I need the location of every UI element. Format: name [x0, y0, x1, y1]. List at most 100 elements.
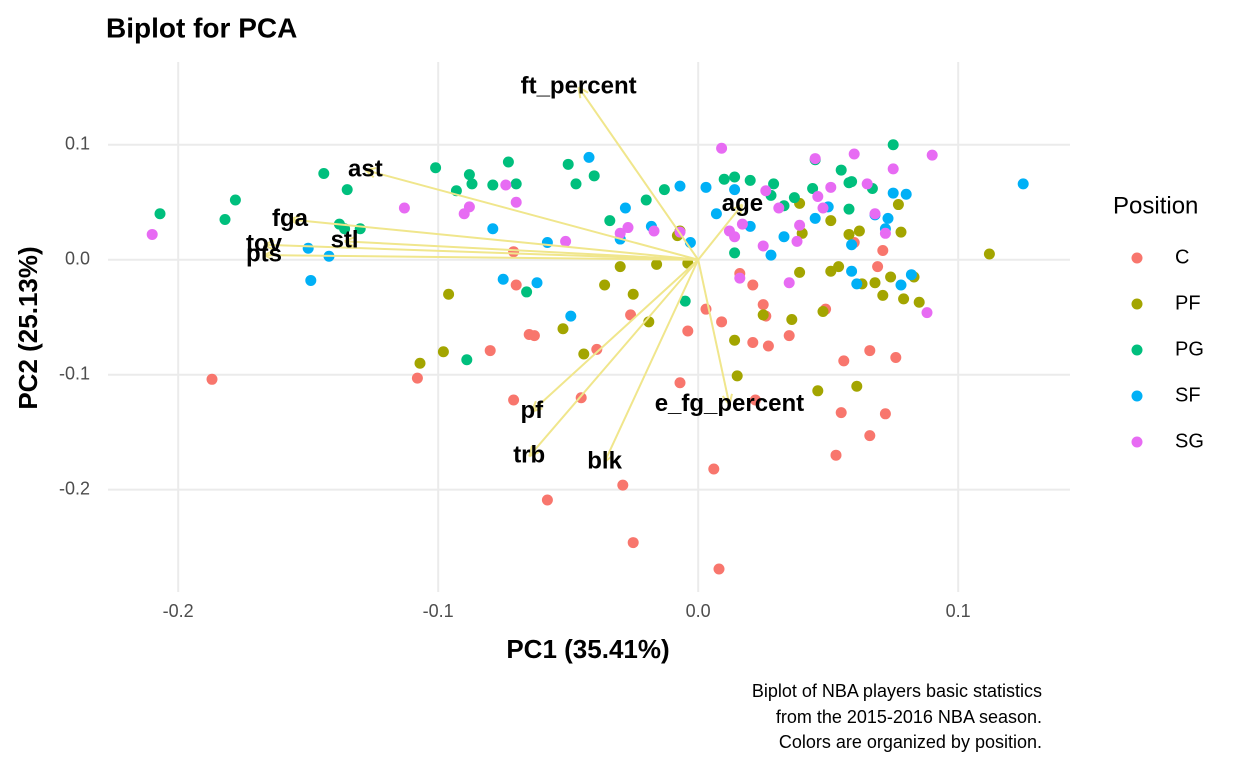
point	[765, 249, 777, 261]
point	[744, 174, 756, 186]
point	[500, 179, 512, 191]
point	[895, 279, 907, 291]
caption: Colors are organized by position.	[779, 732, 1042, 752]
arrow-shaft	[531, 259, 699, 413]
point	[619, 202, 631, 214]
point	[817, 305, 829, 317]
point	[588, 170, 600, 182]
point	[729, 334, 741, 346]
arrow-head	[603, 454, 614, 463]
point	[674, 377, 686, 389]
point	[708, 463, 720, 475]
point	[900, 188, 912, 200]
point	[757, 240, 769, 252]
point	[578, 348, 590, 360]
point	[710, 208, 722, 220]
point	[825, 215, 837, 227]
point	[794, 266, 806, 278]
loading-arrow	[528, 259, 699, 458]
arrow-shaft	[697, 203, 744, 261]
arrow-label: pf	[520, 397, 544, 424]
point	[794, 219, 806, 231]
point	[599, 279, 611, 291]
point	[788, 192, 800, 204]
point	[648, 225, 660, 237]
point	[869, 277, 881, 289]
loading-arrow	[263, 239, 699, 261]
point	[864, 345, 876, 357]
point	[768, 178, 780, 190]
point	[846, 239, 858, 251]
point	[713, 563, 725, 575]
legend-label: C	[1175, 246, 1189, 268]
point	[604, 215, 616, 227]
point	[983, 248, 995, 260]
point	[851, 380, 863, 392]
point	[921, 307, 933, 319]
arrow-label: tov	[246, 230, 283, 257]
point	[783, 277, 795, 289]
point	[757, 309, 769, 321]
arrow-head	[577, 87, 582, 99]
point	[872, 261, 884, 273]
point	[757, 299, 769, 311]
point	[835, 407, 847, 419]
point	[487, 223, 499, 235]
point	[848, 148, 860, 160]
point	[716, 142, 728, 154]
legend-marker	[1131, 298, 1143, 310]
point	[682, 325, 694, 337]
point	[864, 430, 876, 442]
point	[521, 286, 533, 298]
loading-arrow	[364, 167, 699, 261]
point	[658, 184, 670, 196]
point	[219, 214, 231, 226]
y-tick-label: 0.1	[65, 134, 90, 154]
point	[463, 201, 475, 213]
arrow-head	[263, 254, 275, 261]
point	[154, 208, 166, 220]
arrow-head	[263, 243, 275, 251]
point	[749, 394, 761, 406]
loading-arrow	[697, 203, 744, 261]
arrow-shaft	[365, 169, 699, 261]
arrow-head	[528, 451, 540, 458]
point	[146, 228, 158, 240]
point	[528, 330, 540, 342]
point	[747, 337, 759, 349]
point	[892, 199, 904, 211]
point	[497, 273, 509, 285]
point	[627, 288, 639, 300]
arrow-head	[738, 204, 744, 216]
arrow-head	[289, 218, 300, 227]
point	[843, 228, 855, 240]
point	[877, 245, 889, 257]
arrow-shaft	[577, 86, 700, 261]
arrow-head	[531, 407, 543, 413]
point	[846, 176, 858, 188]
point	[651, 258, 663, 270]
point	[700, 181, 712, 193]
point	[443, 288, 455, 300]
arrow-label: blk	[587, 447, 622, 474]
y-tick-label: -0.2	[59, 478, 90, 498]
point	[1017, 178, 1029, 190]
point	[830, 449, 842, 461]
arrow-shaft	[697, 259, 731, 405]
point	[729, 247, 741, 259]
point	[562, 158, 574, 170]
arrow-head	[263, 239, 275, 246]
point	[853, 225, 865, 237]
x-axis-title: PC1 (35.41%)	[506, 634, 669, 664]
point	[461, 354, 473, 366]
point	[817, 202, 829, 214]
point	[318, 168, 330, 180]
point	[411, 372, 423, 384]
point	[887, 139, 899, 151]
point	[229, 194, 241, 206]
point	[674, 180, 686, 192]
x-tick-label: -0.2	[163, 601, 194, 621]
point	[640, 194, 652, 206]
point	[510, 178, 522, 190]
